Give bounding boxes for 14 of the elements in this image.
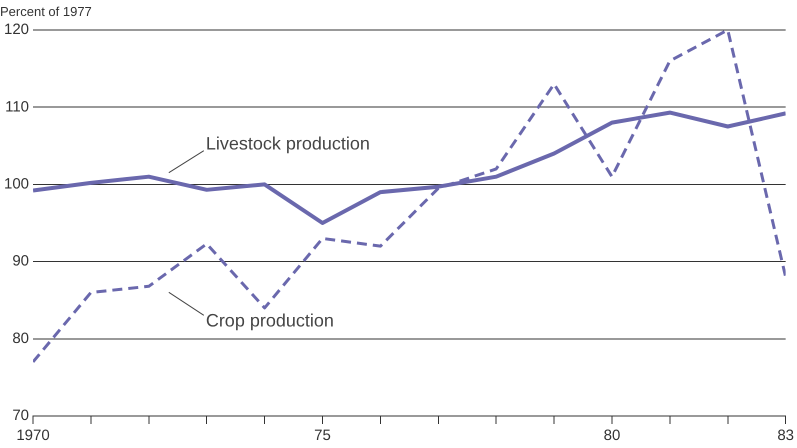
series-label: Crop production (206, 310, 334, 330)
line-series (33, 30, 786, 364)
x-tick-label: 75 (314, 427, 331, 444)
y-tick-label: 110 (5, 98, 30, 116)
y-tick-label: 120 (4, 21, 30, 38)
y-axis-title: Percent of 1977 (0, 4, 92, 19)
y-tick-label: 90 (12, 252, 30, 270)
y-tick-label: 70 (12, 407, 30, 424)
y-tick-label: 100 (4, 176, 30, 193)
x-tick-label: 83 (777, 427, 794, 444)
y-tick-label: 80 (12, 330, 30, 347)
x-tick-label: 1970 (16, 427, 50, 444)
x-tick-label: 80 (604, 427, 620, 444)
series-label: Livestock production (206, 134, 370, 154)
